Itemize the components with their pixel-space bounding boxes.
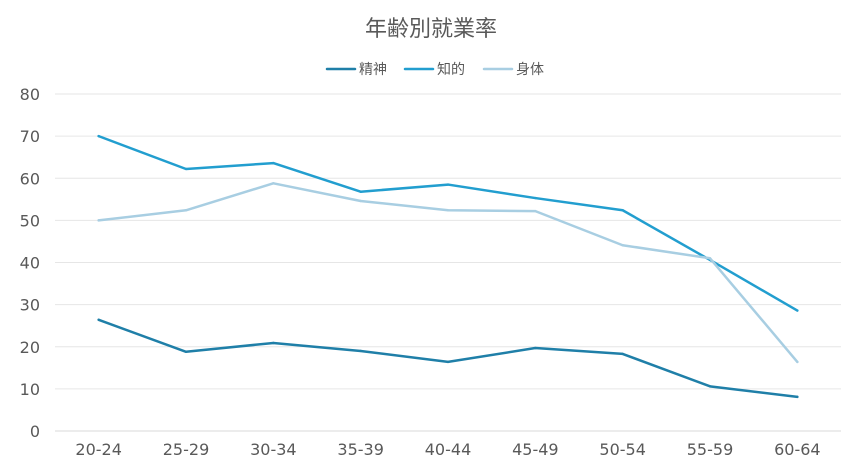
x-tick-label: 45-49 bbox=[512, 440, 559, 459]
series-point-3 bbox=[359, 199, 362, 203]
series-point-1 bbox=[446, 360, 450, 364]
x-tick-label: 60-64 bbox=[774, 440, 821, 459]
series-point-3 bbox=[534, 209, 537, 213]
x-axis: 20-24 25-29 30-34 35-39 40-44 45-49 50-54 55-59… bbox=[75, 440, 820, 459]
x-tick-label: 50-54 bbox=[599, 440, 646, 459]
series-point-2 bbox=[184, 167, 188, 171]
legend-label: 知的 bbox=[437, 61, 465, 78]
series-point-3 bbox=[621, 244, 624, 247]
y-tick-label: 80 bbox=[20, 85, 40, 104]
y-tick-label: 40 bbox=[20, 254, 40, 273]
series-line-2 bbox=[97, 134, 799, 312]
x-tick-label: 35-39 bbox=[337, 440, 384, 459]
y-tick-label: 70 bbox=[20, 127, 40, 146]
x-tick-label: 30-34 bbox=[250, 440, 297, 459]
series-point-2 bbox=[796, 309, 799, 312]
gridlines bbox=[55, 93, 841, 432]
legend-item-2: 知的 bbox=[403, 61, 465, 78]
x-tick-label: 40-44 bbox=[425, 440, 472, 459]
y-tick-label: 60 bbox=[20, 169, 40, 188]
legend-item-1: 精神 bbox=[325, 62, 387, 78]
series-point-3 bbox=[97, 219, 100, 222]
series-point-1 bbox=[272, 341, 275, 345]
series-point-1 bbox=[184, 350, 188, 354]
y-axis: 0 10 20 30 40 50 60 70 80 bbox=[20, 85, 40, 441]
series-point-2 bbox=[446, 183, 450, 186]
series-point-2 bbox=[359, 190, 362, 193]
series-point-1 bbox=[708, 385, 712, 388]
legend: 精神 知的 身体 bbox=[325, 61, 544, 78]
x-tick-label: 55-59 bbox=[687, 440, 734, 459]
legend-item-3: 身体 bbox=[482, 62, 544, 78]
series-point-1 bbox=[359, 349, 362, 353]
series-point-2 bbox=[272, 161, 275, 165]
y-tick-label: 0 bbox=[30, 422, 40, 441]
series-line-1 bbox=[97, 318, 799, 399]
series-point-2 bbox=[621, 209, 624, 212]
series-point-3 bbox=[708, 257, 712, 260]
series-point-1 bbox=[97, 318, 100, 321]
series-layer bbox=[97, 134, 799, 399]
series-point-2 bbox=[97, 134, 100, 138]
series-point-1 bbox=[796, 395, 799, 399]
series-point-3 bbox=[272, 182, 275, 185]
y-tick-label: 10 bbox=[20, 380, 40, 399]
series-point-3 bbox=[796, 360, 799, 364]
y-tick-label: 20 bbox=[20, 338, 40, 357]
series-point-1 bbox=[621, 352, 624, 356]
chart-title: 年齢別就業率 bbox=[365, 17, 497, 42]
series-point-3 bbox=[446, 209, 450, 212]
x-tick-label: 20-24 bbox=[75, 440, 122, 459]
series-point-3 bbox=[184, 209, 188, 212]
legend-label: 精神 bbox=[359, 62, 387, 78]
x-tick-label: 25-29 bbox=[163, 440, 210, 459]
legend-label: 身体 bbox=[516, 62, 544, 78]
y-tick-label: 50 bbox=[20, 211, 40, 230]
series-point-2 bbox=[534, 196, 537, 200]
series-point-1 bbox=[534, 346, 537, 350]
y-tick-label: 30 bbox=[20, 296, 40, 315]
